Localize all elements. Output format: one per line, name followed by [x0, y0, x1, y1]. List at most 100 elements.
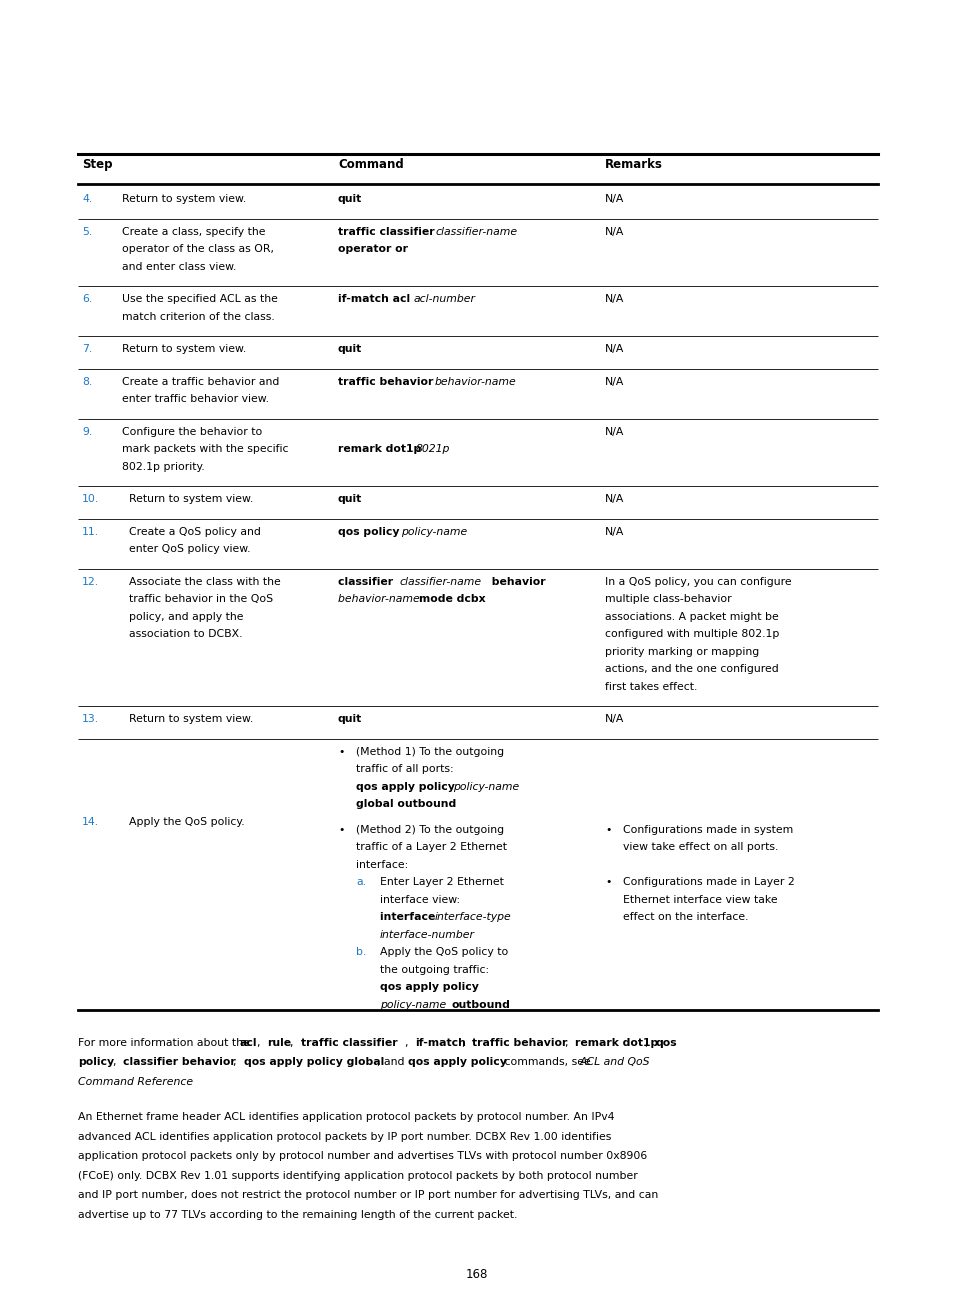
Text: traffic of a Layer 2 Ethernet: traffic of a Layer 2 Ethernet: [355, 842, 506, 851]
Text: application protocol packets only by protocol number and advertises TLVs with pr: application protocol packets only by pro…: [78, 1151, 646, 1161]
Text: acl: acl: [239, 1038, 256, 1047]
Text: policy: policy: [78, 1058, 114, 1067]
Text: An Ethernet frame header ACL identifies application protocol packets by protocol: An Ethernet frame header ACL identifies …: [78, 1112, 614, 1122]
Text: traffic behavior in the QoS: traffic behavior in the QoS: [129, 594, 273, 604]
Text: 5.: 5.: [82, 227, 92, 236]
Text: behavior-name: behavior-name: [337, 594, 423, 604]
Text: configured with multiple 802.1p: configured with multiple 802.1p: [604, 629, 779, 639]
Text: match criterion of the class.: match criterion of the class.: [122, 311, 274, 321]
Text: Create a QoS policy and: Create a QoS policy and: [129, 526, 260, 537]
Text: policy-name: policy-name: [400, 526, 467, 537]
Text: Return to system view.: Return to system view.: [122, 194, 246, 203]
Text: qos policy: qos policy: [337, 526, 403, 537]
Text: N/A: N/A: [604, 494, 623, 504]
Text: 168: 168: [465, 1267, 488, 1280]
Text: Remarks: Remarks: [604, 158, 662, 171]
Text: traffic behavior: traffic behavior: [337, 377, 436, 386]
Text: classifier-name: classifier-name: [436, 227, 517, 236]
Text: N/A: N/A: [604, 714, 623, 724]
Text: acl-number: acl-number: [414, 294, 476, 305]
Text: N/A: N/A: [604, 526, 623, 537]
Text: 7.: 7.: [82, 343, 92, 354]
Text: interface view:: interface view:: [379, 894, 459, 905]
Text: Configurations made in Layer 2: Configurations made in Layer 2: [622, 877, 794, 886]
Text: a.: a.: [355, 877, 366, 886]
Text: classifier behavior: classifier behavior: [123, 1058, 235, 1067]
Text: classifier: classifier: [337, 577, 396, 587]
Text: Enter Layer 2 Ethernet: Enter Layer 2 Ethernet: [379, 877, 503, 886]
Text: association to DCBX.: association to DCBX.: [129, 629, 242, 639]
Text: 8.: 8.: [82, 377, 92, 386]
Text: global outbound: global outbound: [355, 800, 456, 809]
Text: 11.: 11.: [82, 526, 99, 537]
Text: (Method 2) To the outgoing: (Method 2) To the outgoing: [355, 824, 503, 835]
Text: ,: ,: [644, 1038, 651, 1047]
Text: 8021p: 8021p: [416, 445, 450, 454]
Text: mark packets with the specific: mark packets with the specific: [122, 445, 288, 454]
Text: operator of the class as OR,: operator of the class as OR,: [122, 244, 274, 254]
Text: For more information about the: For more information about the: [78, 1038, 253, 1047]
Text: •: •: [337, 746, 344, 757]
Text: first takes effect.: first takes effect.: [604, 682, 697, 692]
Text: and IP port number, does not restrict the protocol number or IP port number for : and IP port number, does not restrict th…: [78, 1190, 658, 1200]
Text: Associate the class with the: Associate the class with the: [129, 577, 280, 587]
Text: ,: ,: [405, 1038, 412, 1047]
Text: b.: b.: [355, 947, 366, 956]
Text: behavior: behavior: [488, 577, 545, 587]
Text: policy, and apply the: policy, and apply the: [129, 612, 243, 622]
Text: view take effect on all ports.: view take effect on all ports.: [622, 842, 778, 851]
Text: Apply the QoS policy.: Apply the QoS policy.: [129, 816, 244, 827]
Text: Use the specified ACL as the: Use the specified ACL as the: [122, 294, 277, 305]
Text: multiple class-behavior: multiple class-behavior: [604, 594, 731, 604]
Text: Return to system view.: Return to system view.: [122, 343, 246, 354]
Text: N/A: N/A: [604, 194, 623, 203]
Text: if-match: if-match: [415, 1038, 466, 1047]
Text: Command Reference: Command Reference: [78, 1077, 193, 1086]
Text: Configurations made in system: Configurations made in system: [622, 824, 792, 835]
Text: qos: qos: [655, 1038, 677, 1047]
Text: interface:: interface:: [355, 859, 408, 870]
Text: N/A: N/A: [604, 426, 623, 437]
Text: (FCoE) only. DCBX Rev 1.01 supports identifying application protocol packets by : (FCoE) only. DCBX Rev 1.01 supports iden…: [78, 1170, 638, 1181]
Text: the outgoing traffic:: the outgoing traffic:: [379, 964, 489, 975]
Text: remark dot1p: remark dot1p: [337, 445, 424, 454]
Text: outbound: outbound: [451, 999, 509, 1010]
Text: Create a class, specify the: Create a class, specify the: [122, 227, 265, 236]
Text: 13.: 13.: [82, 714, 99, 724]
Text: behavior-name: behavior-name: [435, 377, 517, 386]
Text: Configure the behavior to: Configure the behavior to: [122, 426, 262, 437]
Text: , and: , and: [376, 1058, 408, 1067]
Text: qos apply policy: qos apply policy: [355, 781, 458, 792]
Text: quit: quit: [337, 343, 362, 354]
Text: qos apply policy: qos apply policy: [379, 982, 478, 991]
Text: priority marking or mapping: priority marking or mapping: [604, 647, 759, 657]
Text: (Method 1) To the outgoing: (Method 1) To the outgoing: [355, 746, 503, 757]
Text: N/A: N/A: [604, 343, 623, 354]
Text: interface: interface: [379, 912, 438, 921]
Text: qos apply policy global: qos apply policy global: [244, 1058, 384, 1067]
Text: policy-name: policy-name: [379, 999, 449, 1010]
Text: remark dot1p: remark dot1p: [575, 1038, 658, 1047]
Text: Command: Command: [337, 158, 403, 171]
Text: quit: quit: [337, 494, 362, 504]
Text: N/A: N/A: [604, 294, 623, 305]
Text: Create a traffic behavior and: Create a traffic behavior and: [122, 377, 279, 386]
Text: quit: quit: [337, 714, 362, 724]
Text: advertise up to 77 TLVs according to the remaining length of the current packet.: advertise up to 77 TLVs according to the…: [78, 1209, 517, 1220]
Text: effect on the interface.: effect on the interface.: [622, 912, 748, 921]
Text: traffic classifier: traffic classifier: [337, 227, 438, 236]
Text: traffic classifier: traffic classifier: [300, 1038, 396, 1047]
Text: Return to system view.: Return to system view.: [129, 494, 253, 504]
Text: traffic of all ports:: traffic of all ports:: [355, 765, 453, 774]
Text: ,: ,: [564, 1038, 572, 1047]
Text: advanced ACL identifies application protocol packets by IP port number. DCBX Rev: advanced ACL identifies application prot…: [78, 1131, 611, 1142]
Text: ,: ,: [290, 1038, 297, 1047]
Text: .: .: [159, 1077, 163, 1086]
Text: quit: quit: [337, 194, 362, 203]
Text: 4.: 4.: [82, 194, 92, 203]
Text: Ethernet interface view take: Ethernet interface view take: [622, 894, 777, 905]
Text: operator or: operator or: [337, 244, 408, 254]
Text: 12.: 12.: [82, 577, 99, 587]
Text: 10.: 10.: [82, 494, 99, 504]
Text: 6.: 6.: [82, 294, 92, 305]
